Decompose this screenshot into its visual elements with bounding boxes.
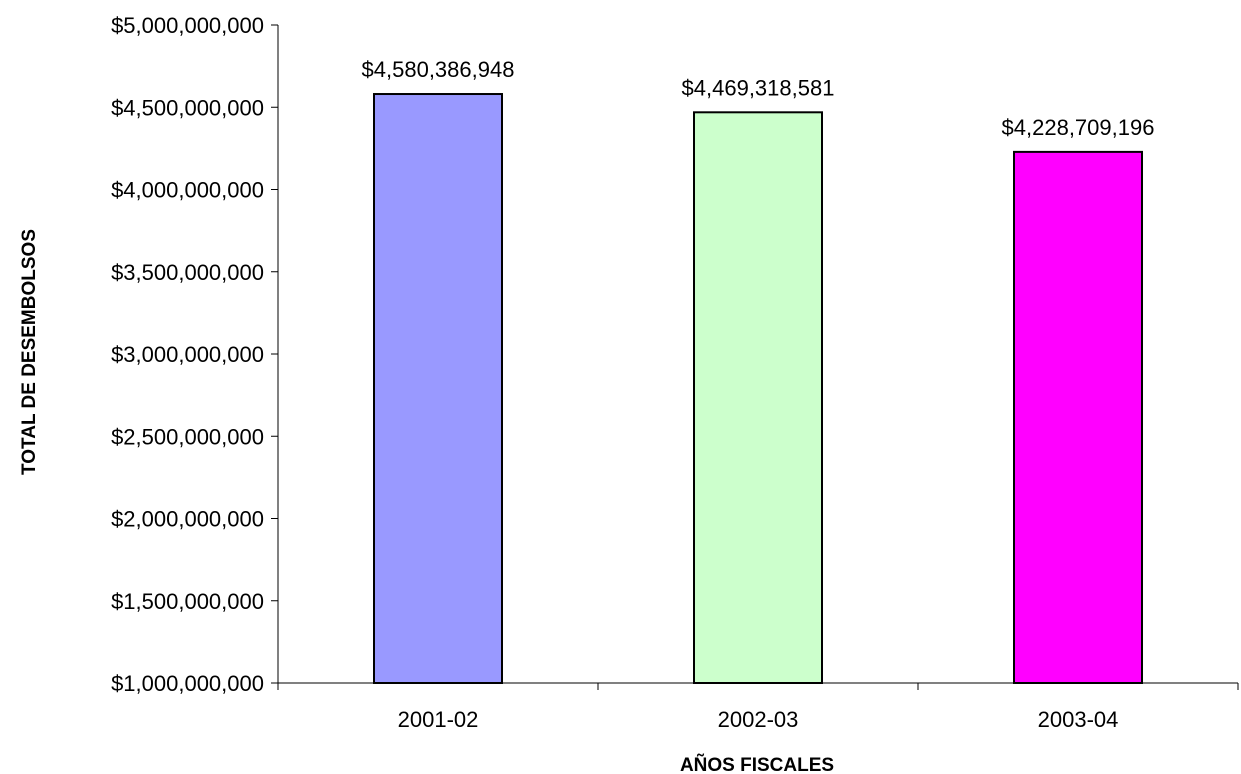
bar-2002-03 bbox=[693, 111, 823, 684]
y-tick-label: $3,500,000,000 bbox=[111, 260, 264, 285]
x-tick-label: 2001-02 bbox=[398, 707, 479, 732]
y-tick-label: $1,500,000,000 bbox=[111, 589, 264, 614]
plot-area: $1,000,000,000 $1,500,000,000 $2,000,000,0… bbox=[111, 13, 1239, 732]
y-tick-label: $4,500,000,000 bbox=[111, 95, 264, 120]
x-tick-label: 2002-03 bbox=[718, 707, 799, 732]
data-label: $4,469,318,581 bbox=[682, 75, 835, 100]
bar-2001-02 bbox=[373, 93, 503, 684]
x-axis-title: AÑOS FISCALES bbox=[680, 754, 834, 774]
data-label: $4,228,709,196 bbox=[1002, 115, 1155, 140]
bar-2003-04 bbox=[1013, 150, 1143, 685]
y-axis-title: TOTAL DE DESEMBOLSOS bbox=[19, 229, 40, 475]
data-label: $4,580,386,948 bbox=[362, 57, 515, 82]
y-tick-label: $3,000,000,000 bbox=[111, 342, 264, 367]
y-tick-label: $1,000,000,000 bbox=[111, 671, 264, 696]
y-tick-label: $2,500,000,000 bbox=[111, 424, 264, 449]
y-tick-label: $5,000,000,000 bbox=[111, 13, 264, 38]
y-tick-label: $2,000,000,000 bbox=[111, 507, 264, 532]
y-tick-label: $4,000,000,000 bbox=[111, 178, 264, 203]
x-tick-label: 2003-04 bbox=[1038, 707, 1119, 732]
